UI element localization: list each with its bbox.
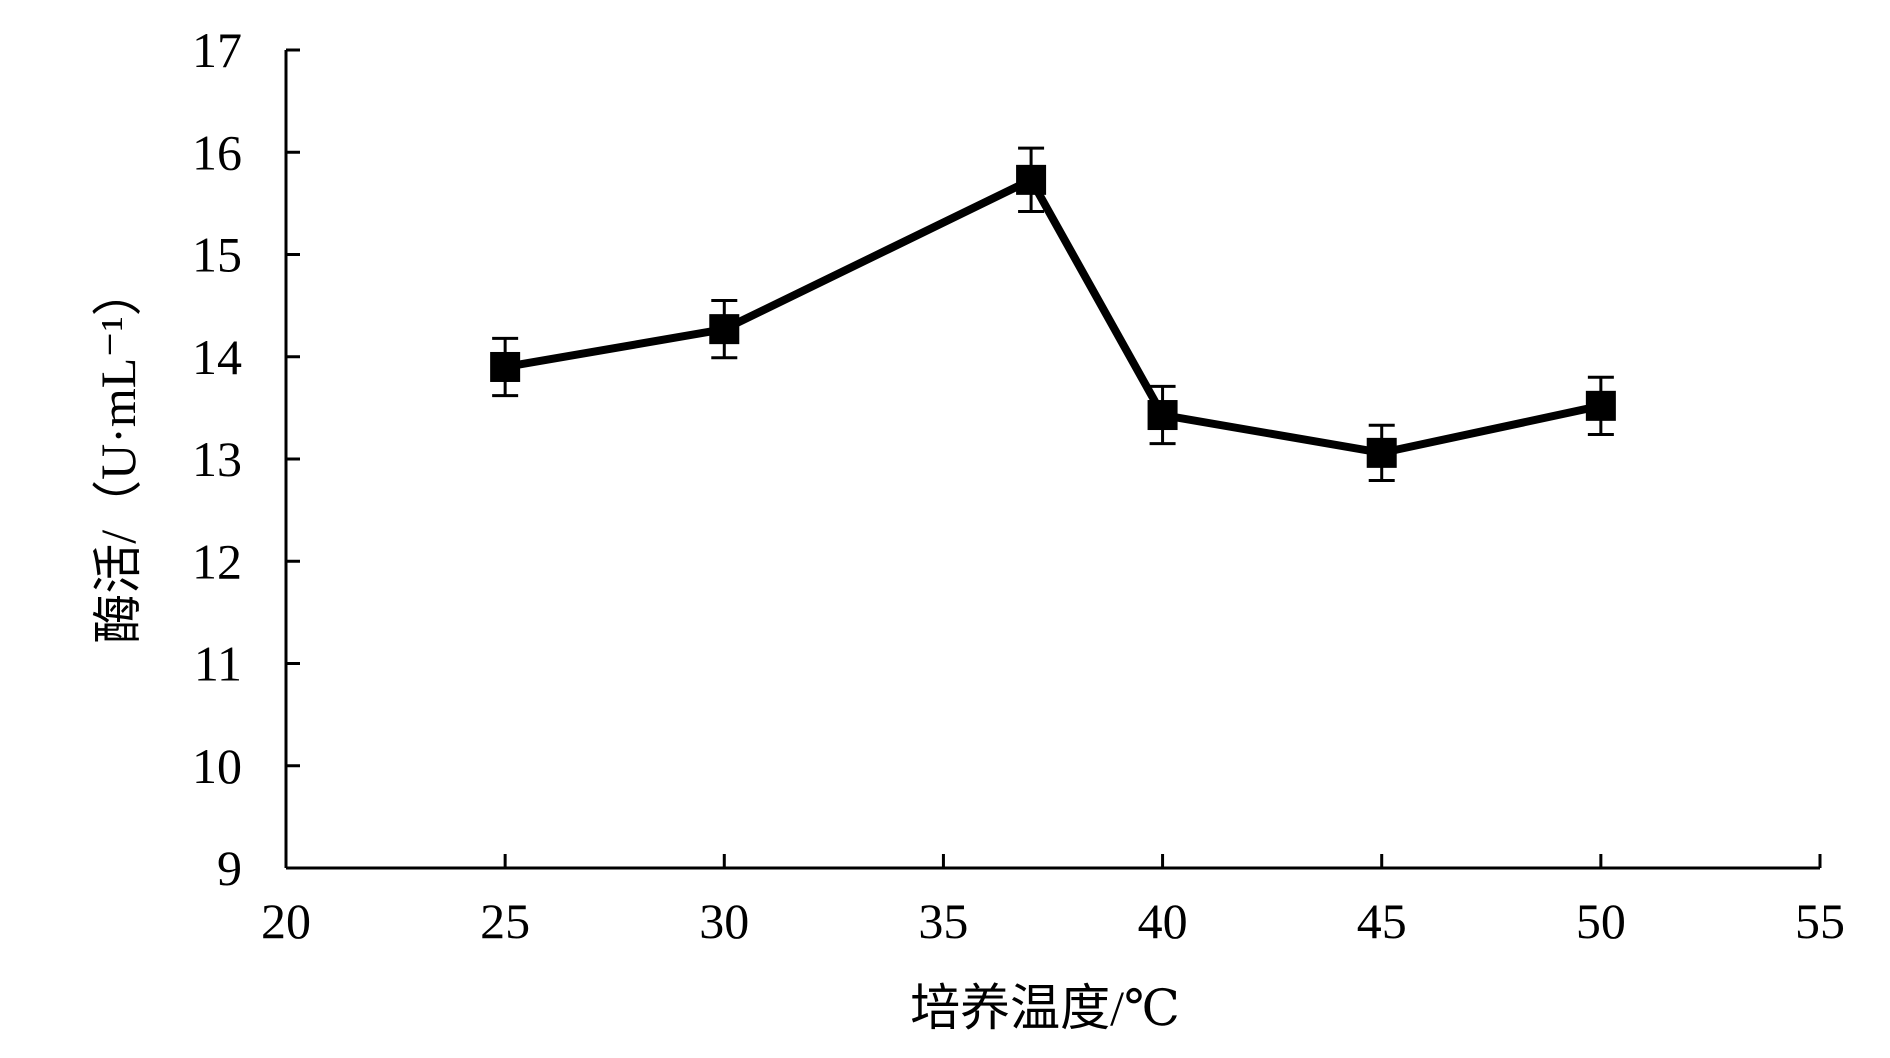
x-tick-label: 40: [1138, 893, 1188, 949]
data-point-marker: [709, 314, 740, 345]
y-tick-label: 13: [192, 431, 242, 487]
y-tick-label: 15: [192, 227, 242, 283]
x-tick-label: 55: [1795, 893, 1845, 949]
x-tick-label: 25: [480, 893, 530, 949]
data-point-marker: [1016, 164, 1047, 195]
data-series: [490, 146, 1616, 482]
x-tick-label: 45: [1357, 893, 1407, 949]
axes: [284, 50, 1820, 870]
y-tick-label: 14: [192, 329, 242, 385]
data-point-marker: [1585, 390, 1616, 421]
y-tick-label: 16: [192, 124, 242, 180]
data-point-marker: [1366, 437, 1397, 468]
x-axis-title: 培养温度/℃: [910, 980, 1180, 1036]
y-tick-label: 12: [192, 533, 242, 589]
x-tick-label: 30: [699, 893, 749, 949]
y-tick-label: 10: [192, 738, 242, 794]
ticks: 9 10 11 12 13 14 15 16 17 20 25 30 35 40 45 50 55: [192, 22, 1845, 949]
y-tick-label: 9: [217, 840, 242, 896]
series-line: [504, 175, 1602, 457]
x-tick-label: 20: [261, 893, 311, 949]
y-tick-label: 17: [192, 22, 242, 78]
data-point-marker: [1147, 400, 1178, 431]
axis-titles: 培养温度/℃ 酶活/（U·mL⁻¹）: [90, 266, 1180, 1036]
y-axis-title: 酶活/（U·mL⁻¹）: [90, 266, 146, 643]
y-tick-label: 11: [194, 636, 242, 692]
x-tick-label: 50: [1576, 893, 1626, 949]
x-tick-label: 35: [918, 893, 968, 949]
data-point-marker: [490, 351, 521, 382]
